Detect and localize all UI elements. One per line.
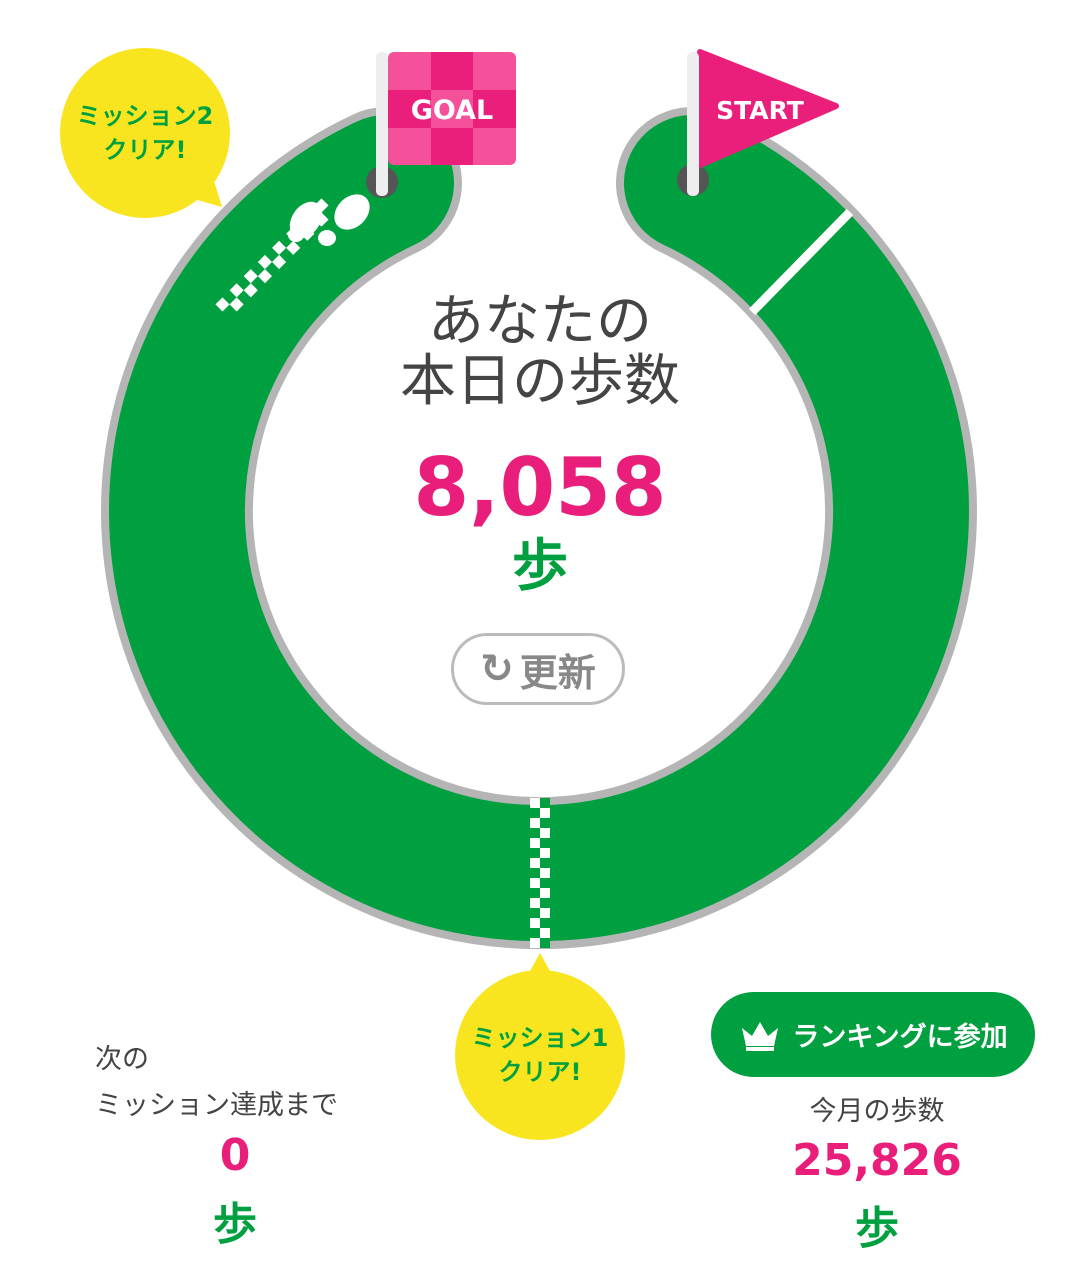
refresh-icon: ↻ (480, 646, 514, 692)
checker-square (530, 838, 540, 848)
today-steps: 8,058 (413, 441, 667, 534)
checker-square (243, 283, 258, 298)
checker-square (530, 818, 540, 828)
checker-square (540, 808, 550, 818)
mission1-checker-line (530, 798, 550, 948)
mission1-line2: クリア! (498, 1058, 582, 1086)
today-title-line1: あなたの (428, 289, 652, 354)
today-title-line2: 本日の歩数 (400, 349, 680, 414)
checker-square (272, 254, 287, 270)
checker-square (540, 868, 550, 878)
checker-square (530, 798, 540, 808)
checker-square (530, 898, 540, 908)
checker-square (530, 858, 540, 868)
footprints-icon (288, 194, 370, 246)
join-ranking-button[interactable]: ランキングに参加 (711, 992, 1035, 1077)
next-mission-label-line2: ミッション達成まで (95, 1090, 338, 1121)
checker-square (215, 297, 230, 312)
mission2-line2: クリア! (103, 136, 187, 164)
checker-square (540, 848, 550, 858)
mission2-bubble: ミッション2 クリア! (60, 48, 230, 218)
checker-square (229, 283, 244, 298)
next-mission-unit: 歩 (213, 1199, 257, 1250)
checker-square (530, 938, 540, 948)
next-mission-label-line1: 次の (95, 1044, 149, 1075)
checker-square (530, 918, 540, 928)
checker-square (257, 254, 272, 270)
goal-flag: GOAL (366, 52, 516, 198)
checker-square (243, 269, 258, 284)
today-steps-unit: 歩 (512, 534, 568, 599)
checker-square (229, 297, 244, 312)
next-mission-steps: 0 (219, 1130, 251, 1181)
goal-label: GOAL (411, 95, 494, 126)
mission1-line1: ミッション1 (471, 1024, 609, 1052)
start-line (748, 208, 854, 316)
start-label: START (716, 96, 804, 125)
mission1-bubble: ミッション1 クリア! (455, 970, 625, 1140)
join-ranking-label: ランキングに参加 (792, 1022, 1008, 1053)
month-steps-unit: 歩 (855, 1203, 899, 1254)
checker-square (530, 878, 540, 888)
checker-square (540, 928, 550, 938)
checker-square (540, 888, 550, 898)
mission2-line1: ミッション2 (76, 102, 214, 130)
month-steps: 25,826 (792, 1135, 962, 1186)
checker-square (540, 908, 550, 918)
start-flag: START (677, 49, 839, 196)
refresh-button[interactable]: ↻ 更新 (451, 633, 625, 705)
refresh-label: 更新 (519, 650, 596, 695)
checker-square (540, 828, 550, 838)
month-steps-label: 今月の歩数 (809, 1096, 945, 1127)
crown-icon (742, 1021, 779, 1051)
